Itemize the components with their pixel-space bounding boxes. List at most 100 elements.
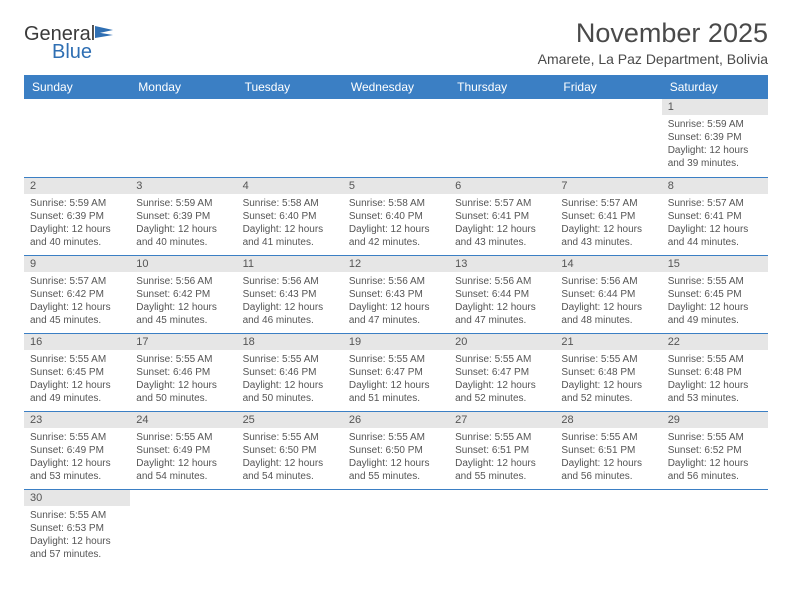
weekday-header: Wednesday (343, 75, 449, 99)
calendar-week-row: 2Sunrise: 5:59 AMSunset: 6:39 PMDaylight… (24, 177, 768, 255)
day-number: 24 (130, 412, 236, 428)
day-number: 23 (24, 412, 130, 428)
day-number: 27 (449, 412, 555, 428)
day-details: Sunrise: 5:55 AMSunset: 6:47 PMDaylight:… (449, 350, 555, 411)
day-details: Sunrise: 5:55 AMSunset: 6:52 PMDaylight:… (662, 428, 768, 489)
calendar-day-cell (449, 489, 555, 567)
calendar-week-row: 30Sunrise: 5:55 AMSunset: 6:53 PMDayligh… (24, 489, 768, 567)
day-details: Sunrise: 5:55 AMSunset: 6:51 PMDaylight:… (449, 428, 555, 489)
calendar-week-row: 16Sunrise: 5:55 AMSunset: 6:45 PMDayligh… (24, 333, 768, 411)
calendar-day-cell: 17Sunrise: 5:55 AMSunset: 6:46 PMDayligh… (130, 333, 236, 411)
logo-word2: Blue (52, 42, 117, 62)
calendar-day-cell: 5Sunrise: 5:58 AMSunset: 6:40 PMDaylight… (343, 177, 449, 255)
calendar-day-cell: 28Sunrise: 5:55 AMSunset: 6:51 PMDayligh… (555, 411, 661, 489)
day-details: Sunrise: 5:57 AMSunset: 6:41 PMDaylight:… (449, 194, 555, 255)
day-details: Sunrise: 5:56 AMSunset: 6:43 PMDaylight:… (237, 272, 343, 333)
day-details: Sunrise: 5:55 AMSunset: 6:48 PMDaylight:… (555, 350, 661, 411)
calendar-day-cell (555, 99, 661, 177)
calendar-day-cell: 8Sunrise: 5:57 AMSunset: 6:41 PMDaylight… (662, 177, 768, 255)
day-number: 11 (237, 256, 343, 272)
calendar-day-cell (343, 489, 449, 567)
calendar-day-cell (130, 99, 236, 177)
day-details: Sunrise: 5:56 AMSunset: 6:43 PMDaylight:… (343, 272, 449, 333)
weekday-header: Monday (130, 75, 236, 99)
calendar-day-cell: 3Sunrise: 5:59 AMSunset: 6:39 PMDaylight… (130, 177, 236, 255)
calendar-day-cell (237, 99, 343, 177)
day-number: 6 (449, 178, 555, 194)
calendar-day-cell: 9Sunrise: 5:57 AMSunset: 6:42 PMDaylight… (24, 255, 130, 333)
calendar-day-cell: 13Sunrise: 5:56 AMSunset: 6:44 PMDayligh… (449, 255, 555, 333)
day-number: 15 (662, 256, 768, 272)
day-details: Sunrise: 5:55 AMSunset: 6:51 PMDaylight:… (555, 428, 661, 489)
day-number: 4 (237, 178, 343, 194)
day-number: 12 (343, 256, 449, 272)
day-number: 28 (555, 412, 661, 428)
calendar-day-cell (343, 99, 449, 177)
day-details: Sunrise: 5:58 AMSunset: 6:40 PMDaylight:… (237, 194, 343, 255)
day-details: Sunrise: 5:55 AMSunset: 6:46 PMDaylight:… (130, 350, 236, 411)
calendar-day-cell: 2Sunrise: 5:59 AMSunset: 6:39 PMDaylight… (24, 177, 130, 255)
day-details: Sunrise: 5:55 AMSunset: 6:50 PMDaylight:… (343, 428, 449, 489)
calendar-day-cell: 6Sunrise: 5:57 AMSunset: 6:41 PMDaylight… (449, 177, 555, 255)
calendar-day-cell: 7Sunrise: 5:57 AMSunset: 6:41 PMDaylight… (555, 177, 661, 255)
day-number: 7 (555, 178, 661, 194)
calendar-day-cell (662, 489, 768, 567)
calendar-table: SundayMondayTuesdayWednesdayThursdayFrid… (24, 75, 768, 567)
day-number: 14 (555, 256, 661, 272)
calendar-day-cell: 21Sunrise: 5:55 AMSunset: 6:48 PMDayligh… (555, 333, 661, 411)
calendar-week-row: 9Sunrise: 5:57 AMSunset: 6:42 PMDaylight… (24, 255, 768, 333)
calendar-day-cell: 16Sunrise: 5:55 AMSunset: 6:45 PMDayligh… (24, 333, 130, 411)
calendar-day-cell: 20Sunrise: 5:55 AMSunset: 6:47 PMDayligh… (449, 333, 555, 411)
calendar-day-cell (130, 489, 236, 567)
header: General Blue November 2025 Amarete, La P… (24, 18, 768, 67)
calendar-day-cell (449, 99, 555, 177)
day-number: 21 (555, 334, 661, 350)
day-details: Sunrise: 5:55 AMSunset: 6:45 PMDaylight:… (24, 350, 130, 411)
calendar-day-cell: 11Sunrise: 5:56 AMSunset: 6:43 PMDayligh… (237, 255, 343, 333)
day-number: 25 (237, 412, 343, 428)
weekday-header: Thursday (449, 75, 555, 99)
logo: General Blue (24, 18, 117, 62)
calendar-day-cell: 29Sunrise: 5:55 AMSunset: 6:52 PMDayligh… (662, 411, 768, 489)
weekday-header: Tuesday (237, 75, 343, 99)
day-number: 17 (130, 334, 236, 350)
day-number: 18 (237, 334, 343, 350)
calendar-day-cell: 19Sunrise: 5:55 AMSunset: 6:47 PMDayligh… (343, 333, 449, 411)
day-number: 20 (449, 334, 555, 350)
title-block: November 2025 Amarete, La Paz Department… (538, 18, 768, 67)
day-details: Sunrise: 5:55 AMSunset: 6:45 PMDaylight:… (662, 272, 768, 333)
logo-text: General Blue (24, 24, 117, 62)
day-details: Sunrise: 5:57 AMSunset: 6:41 PMDaylight:… (662, 194, 768, 255)
day-details: Sunrise: 5:55 AMSunset: 6:46 PMDaylight:… (237, 350, 343, 411)
calendar-day-cell: 18Sunrise: 5:55 AMSunset: 6:46 PMDayligh… (237, 333, 343, 411)
calendar-day-cell (555, 489, 661, 567)
day-number: 29 (662, 412, 768, 428)
day-details: Sunrise: 5:59 AMSunset: 6:39 PMDaylight:… (130, 194, 236, 255)
calendar-day-cell: 25Sunrise: 5:55 AMSunset: 6:50 PMDayligh… (237, 411, 343, 489)
flag-icon (95, 24, 117, 44)
calendar-day-cell (24, 99, 130, 177)
day-number: 2 (24, 178, 130, 194)
calendar-day-cell: 30Sunrise: 5:55 AMSunset: 6:53 PMDayligh… (24, 489, 130, 567)
calendar-day-cell: 1Sunrise: 5:59 AMSunset: 6:39 PMDaylight… (662, 99, 768, 177)
calendar-day-cell: 23Sunrise: 5:55 AMSunset: 6:49 PMDayligh… (24, 411, 130, 489)
day-number: 13 (449, 256, 555, 272)
calendar-day-cell: 27Sunrise: 5:55 AMSunset: 6:51 PMDayligh… (449, 411, 555, 489)
day-details: Sunrise: 5:56 AMSunset: 6:44 PMDaylight:… (555, 272, 661, 333)
calendar-head: SundayMondayTuesdayWednesdayThursdayFrid… (24, 75, 768, 99)
day-number: 19 (343, 334, 449, 350)
calendar-week-row: 1Sunrise: 5:59 AMSunset: 6:39 PMDaylight… (24, 99, 768, 177)
weekday-header: Friday (555, 75, 661, 99)
calendar-day-cell: 10Sunrise: 5:56 AMSunset: 6:42 PMDayligh… (130, 255, 236, 333)
day-details: Sunrise: 5:56 AMSunset: 6:42 PMDaylight:… (130, 272, 236, 333)
calendar-week-row: 23Sunrise: 5:55 AMSunset: 6:49 PMDayligh… (24, 411, 768, 489)
calendar-body: 1Sunrise: 5:59 AMSunset: 6:39 PMDaylight… (24, 99, 768, 567)
day-number: 3 (130, 178, 236, 194)
day-details: Sunrise: 5:59 AMSunset: 6:39 PMDaylight:… (662, 115, 768, 176)
day-details: Sunrise: 5:57 AMSunset: 6:42 PMDaylight:… (24, 272, 130, 333)
day-number: 22 (662, 334, 768, 350)
page-title: November 2025 (538, 18, 768, 49)
day-number: 26 (343, 412, 449, 428)
calendar-day-cell: 14Sunrise: 5:56 AMSunset: 6:44 PMDayligh… (555, 255, 661, 333)
page: General Blue November 2025 Amarete, La P… (0, 0, 792, 585)
